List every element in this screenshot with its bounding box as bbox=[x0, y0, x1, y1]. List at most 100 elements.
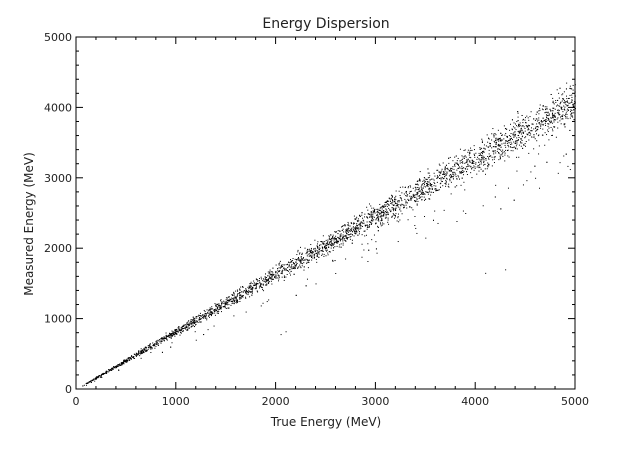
scatter-point bbox=[260, 286, 262, 288]
scatter-point bbox=[571, 100, 573, 102]
scatter-point bbox=[512, 134, 514, 136]
scatter-point bbox=[380, 212, 382, 214]
scatter-point bbox=[413, 195, 415, 197]
scatter-point bbox=[516, 148, 518, 150]
scatter-point bbox=[415, 200, 417, 202]
scatter-point bbox=[237, 290, 239, 292]
scatter-point bbox=[372, 217, 374, 219]
scatter-point bbox=[507, 144, 509, 146]
scatter-point bbox=[423, 183, 425, 185]
scatter-point bbox=[290, 266, 292, 268]
scatter-point bbox=[471, 149, 473, 151]
scatter-point bbox=[418, 190, 420, 192]
scatter-point bbox=[245, 311, 247, 313]
scatter-point bbox=[546, 106, 548, 108]
scatter-point bbox=[339, 230, 341, 232]
scatter-point bbox=[372, 213, 374, 215]
scatter-point bbox=[380, 225, 382, 227]
scatter-point bbox=[229, 299, 231, 301]
scatter-point bbox=[158, 344, 160, 346]
scatter-point bbox=[223, 306, 225, 308]
scatter-point bbox=[111, 367, 113, 369]
scatter-point bbox=[141, 352, 143, 354]
scatter-point bbox=[313, 248, 315, 250]
scatter-point bbox=[371, 219, 373, 221]
scatter-point bbox=[504, 160, 506, 162]
scatter-point bbox=[544, 123, 546, 125]
scatter-point bbox=[476, 166, 478, 168]
scatter-point bbox=[396, 220, 398, 222]
scatter-point bbox=[383, 215, 385, 217]
scatter-point bbox=[364, 213, 366, 215]
scatter-point bbox=[569, 94, 571, 96]
scatter-point bbox=[371, 239, 373, 241]
scatter-point bbox=[205, 313, 207, 315]
scatter-point bbox=[175, 330, 177, 332]
scatter-point bbox=[172, 332, 174, 334]
scatter-point bbox=[424, 181, 426, 183]
scatter-point bbox=[566, 105, 568, 107]
scatter-point bbox=[478, 167, 480, 169]
scatter-point bbox=[412, 196, 414, 198]
scatter-point bbox=[235, 297, 237, 299]
scatter-point bbox=[527, 125, 529, 127]
scatter-point bbox=[471, 177, 473, 179]
scatter-point bbox=[148, 346, 150, 348]
scatter-point bbox=[257, 291, 259, 293]
scatter-point bbox=[222, 301, 224, 303]
scatter-point bbox=[142, 351, 144, 353]
scatter-point bbox=[126, 359, 128, 361]
scatter-point bbox=[256, 279, 258, 281]
scatter-point bbox=[557, 121, 559, 123]
scatter-point bbox=[209, 316, 211, 318]
scatter-point bbox=[413, 196, 415, 198]
scatter-point bbox=[366, 206, 368, 208]
scatter-point bbox=[90, 380, 92, 382]
scatter-point bbox=[570, 114, 572, 116]
scatter-point bbox=[358, 220, 360, 222]
scatter-point bbox=[278, 275, 280, 277]
scatter-point bbox=[415, 183, 417, 185]
scatter-point bbox=[357, 221, 359, 223]
scatter-point bbox=[485, 272, 487, 274]
scatter-point bbox=[259, 281, 261, 283]
scatter-point bbox=[145, 347, 147, 349]
scatter-point bbox=[224, 303, 226, 305]
scatter-point bbox=[434, 187, 436, 189]
scatter-point bbox=[417, 184, 419, 186]
scatter-point bbox=[470, 147, 472, 149]
scatter-point bbox=[464, 167, 466, 169]
scatter-point bbox=[428, 181, 430, 183]
scatter-point bbox=[288, 264, 290, 266]
scatter-point bbox=[205, 315, 207, 317]
scatter-point bbox=[301, 265, 303, 267]
scatter-point bbox=[294, 267, 296, 269]
scatter-point bbox=[429, 184, 431, 186]
scatter-point bbox=[450, 174, 452, 176]
scatter-point bbox=[159, 340, 161, 342]
scatter-point bbox=[259, 277, 261, 279]
scatter-point bbox=[545, 108, 547, 110]
scatter-point bbox=[253, 282, 255, 284]
scatter-point bbox=[299, 266, 301, 268]
scatter-point bbox=[336, 240, 338, 242]
scatter-point bbox=[519, 141, 521, 143]
scatter-point bbox=[337, 233, 339, 235]
scatter-point bbox=[506, 135, 508, 137]
scatter-point bbox=[143, 347, 145, 349]
scatter-point bbox=[400, 210, 402, 212]
scatter-point bbox=[291, 260, 293, 262]
scatter-point bbox=[467, 163, 469, 165]
scatter-point bbox=[216, 307, 218, 309]
scatter-point bbox=[426, 183, 428, 185]
scatter-point bbox=[558, 109, 560, 111]
scatter-point bbox=[520, 133, 522, 135]
scatter-point bbox=[560, 102, 562, 104]
scatter-point bbox=[498, 143, 500, 145]
scatter-point bbox=[516, 121, 518, 123]
scatter-point bbox=[467, 165, 469, 167]
x-tick-label: 2000 bbox=[262, 395, 290, 408]
scatter-point bbox=[326, 242, 328, 244]
scatter-point bbox=[216, 303, 218, 305]
